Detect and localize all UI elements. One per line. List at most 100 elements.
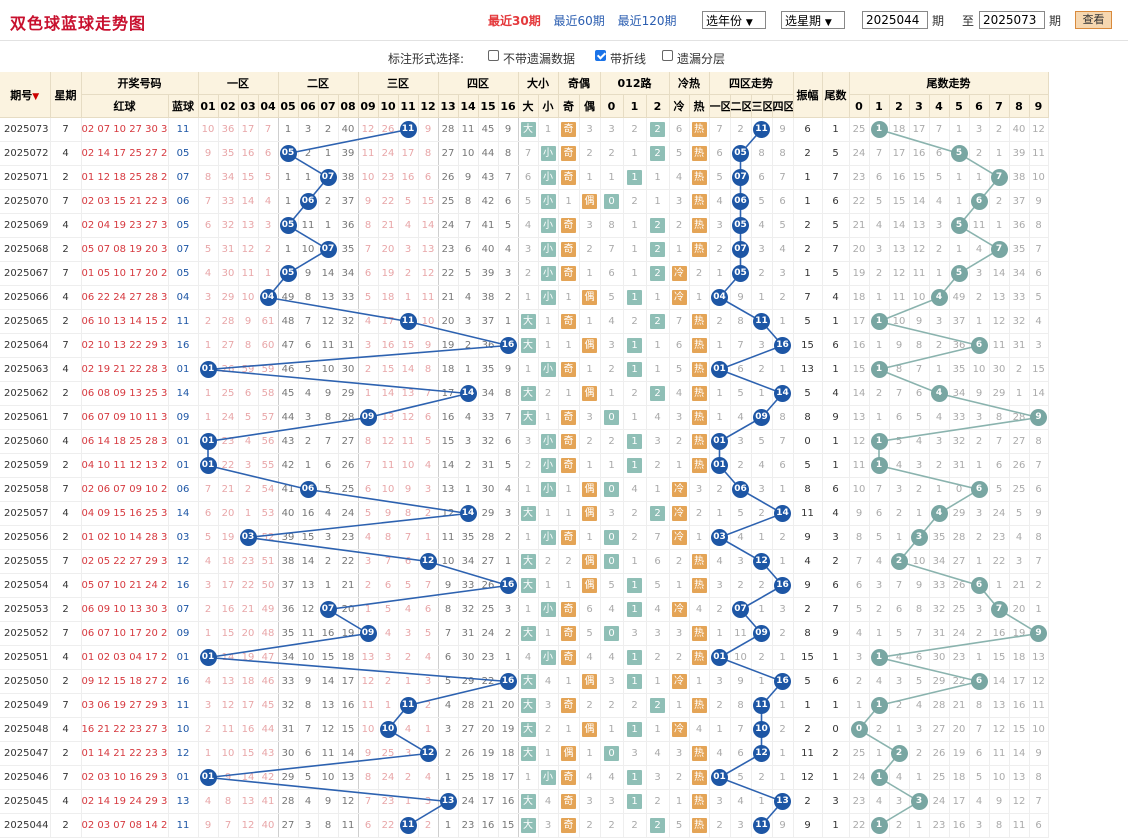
no-miss-label[interactable]: 不带遗漏数据 <box>503 52 576 66</box>
col-tail-trend: 尾数走势 <box>849 72 1049 95</box>
zone-ball-marker: 07 <box>732 241 749 258</box>
miss-cell: 5 <box>258 165 279 190</box>
parity-odd-cell: 奇 <box>558 309 580 334</box>
miss-cell: 4 <box>198 669 219 694</box>
road-2-cell: 1 <box>646 189 670 214</box>
miss-cell: 4 <box>418 645 439 670</box>
tail-ball-marker: 9 <box>1030 625 1047 642</box>
year-select[interactable]: 选年份 ▼ <box>702 11 766 29</box>
tail-trend-cell: 15 <box>909 165 930 190</box>
miss-cell: 3 <box>498 597 519 622</box>
link-recent-30[interactable]: 最近30期 <box>488 14 541 28</box>
amp-cell: 1 <box>793 693 823 718</box>
miss-cell: 1 <box>438 813 459 838</box>
miss-cell: 11 <box>338 813 359 838</box>
miss-cell: 28 <box>438 117 459 142</box>
miss-layer-label[interactable]: 遗漏分层 <box>677 52 726 66</box>
tail-trend-cell: 12 <box>1029 669 1049 694</box>
miss-cell: 13 <box>318 285 339 310</box>
miss-cell: 6 <box>438 645 459 670</box>
size-big-cell: 1 <box>518 285 539 310</box>
miss-cell: 14 <box>318 261 339 286</box>
tail-trend-cell: 5 <box>909 669 930 694</box>
link-recent-60[interactable]: 最近60期 <box>553 14 605 28</box>
no-miss-checkbox[interactable] <box>488 50 499 61</box>
link-recent-120[interactable]: 最近120期 <box>617 14 677 28</box>
road-1-cell: 1 <box>623 165 647 190</box>
miss-cell: 6 <box>418 165 439 190</box>
miss-cell: 1 <box>198 621 219 646</box>
miss-cell: 53 <box>258 501 279 526</box>
amp-cell: 5 <box>793 453 823 478</box>
size-big-cell: 1 <box>518 477 539 502</box>
road-2-cell: 2 <box>646 645 670 670</box>
size-big-tag: 大 <box>520 122 536 137</box>
tail-ball-marker: 2 <box>890 745 908 762</box>
miss-cell: 10 <box>458 141 479 166</box>
tail-trend-cell: 22 <box>989 549 1010 574</box>
road-2-tag: 2 <box>650 698 665 713</box>
zone-trend-cell: 9 <box>730 669 752 694</box>
to-issue-input[interactable] <box>979 11 1045 29</box>
road-1-cell: 2 <box>623 117 647 142</box>
zone-trend-cell: 1 <box>709 333 731 358</box>
parity-even-cell: 1 <box>579 357 601 382</box>
temp-cold-cell: 冷 <box>669 525 690 550</box>
col-issue[interactable]: 期号▼ <box>0 72 51 118</box>
zone-trend-cell: 1 <box>709 261 731 286</box>
zone-trend-cell: 1 <box>772 645 794 670</box>
week-cell: 2 <box>50 669 82 694</box>
polyline-label[interactable]: 带折线 <box>610 52 647 66</box>
parity-even-cell: 偶 <box>579 549 601 574</box>
road-0-cell: 5 <box>600 285 624 310</box>
miss-cell: 8 <box>298 693 319 718</box>
week-select[interactable]: 选星期 ▼ <box>781 11 845 29</box>
week-cell: 4 <box>50 141 82 166</box>
miss-cell: 46 <box>258 669 279 694</box>
tail-trend-cell: 25 <box>849 741 870 766</box>
zone-trend-cell: 3 <box>730 549 752 574</box>
miss-layer-checkbox[interactable] <box>662 50 673 61</box>
miss-cell: 16 <box>498 573 519 598</box>
tail-trend-cell: 20 <box>849 237 870 262</box>
tail-trend-cell: 7 <box>989 237 1010 262</box>
parity-even-cell: 2 <box>579 429 601 454</box>
tail-ball-marker: 1 <box>870 769 888 786</box>
polyline-checkbox[interactable] <box>595 50 606 61</box>
tail-trend-cell: 2 <box>1009 357 1030 382</box>
road-1-tag: 1 <box>627 674 642 689</box>
miss-cell: 18 <box>338 645 359 670</box>
zone-trend-cell: 01 <box>709 765 731 790</box>
miss-cell: 21 <box>438 285 459 310</box>
temp-hot-cell: 热 <box>689 621 710 646</box>
zone-trend-cell: 2 <box>772 621 794 646</box>
miss-cell: 6 <box>498 429 519 454</box>
miss-cell: 26 <box>378 117 399 142</box>
road-1-cell: 1 <box>623 453 647 478</box>
zone-trend-cell: 11 <box>730 621 752 646</box>
zone-trend-cell: 6 <box>772 189 794 214</box>
miss-cell: 50 <box>258 573 279 598</box>
tail-trend-cell: 2 <box>889 741 910 766</box>
miss-cell: 2 <box>358 573 379 598</box>
miss-cell: 34 <box>478 381 499 406</box>
miss-cell: 54 <box>258 477 279 502</box>
from-issue-input[interactable] <box>862 11 928 29</box>
road-2-tag: 2 <box>650 506 665 521</box>
issue-cell: 2025046 <box>0 765 51 790</box>
miss-cell: 11 <box>398 693 419 718</box>
blue-ball-marker: 13 <box>439 793 457 810</box>
red-balls-cell: 02 14 19 24 29 33 <box>81 789 169 814</box>
tail-trend-cell: 23 <box>849 789 870 814</box>
miss-cell: 5 <box>498 453 519 478</box>
query-button[interactable]: 查看 <box>1075 11 1112 29</box>
tail-trend-cell: 2 <box>869 717 890 742</box>
tail-trend-cell: 1 <box>909 813 930 838</box>
miss-cell: 4 <box>238 429 259 454</box>
tail-trend-cell: 1 <box>949 189 970 214</box>
road-1-cell: 2 <box>623 693 647 718</box>
miss-cell: 16 <box>498 789 519 814</box>
tail-trend-cell: 10 <box>1029 165 1049 190</box>
col-road-sub: 2 <box>646 94 670 118</box>
miss-cell: 4 <box>498 237 519 262</box>
